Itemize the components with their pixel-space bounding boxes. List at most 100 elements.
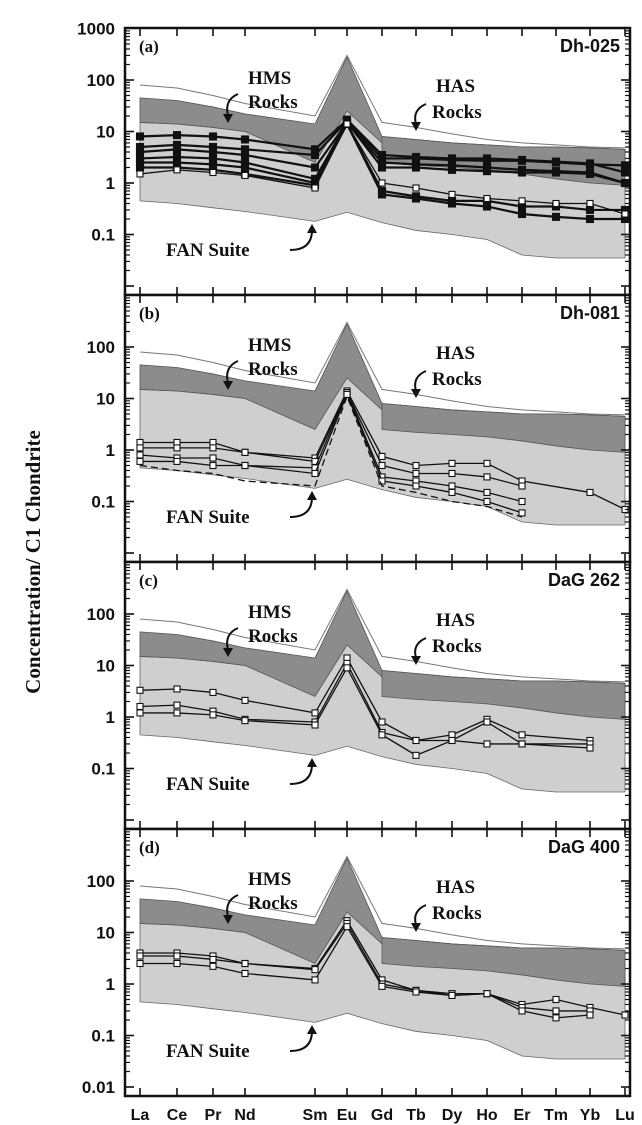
- data-point: [343, 390, 351, 398]
- has-rocks-label: HAS: [436, 76, 475, 97]
- data-point: [412, 482, 420, 490]
- data-point: [448, 991, 456, 999]
- arrowhead-icon: [307, 224, 317, 233]
- data-point: [173, 685, 181, 693]
- hms-rocks-label: Rocks: [248, 626, 298, 647]
- data-point: [448, 469, 456, 478]
- x-tick-label: Sm: [303, 1107, 328, 1124]
- data-point: [311, 966, 319, 974]
- has-rocks-label: Rocks: [432, 369, 482, 390]
- outer-envelope-line: [139, 588, 626, 683]
- x-tick-label: Yb: [580, 1107, 601, 1124]
- data-point: [136, 457, 144, 465]
- data-point: [241, 696, 249, 704]
- sample-name: DaG 262: [548, 570, 620, 590]
- data-point: [378, 461, 386, 470]
- arrow-icon: [289, 1030, 313, 1052]
- data-point: [172, 145, 182, 154]
- x-tick-label: Gd: [371, 1107, 393, 1124]
- data-point: [136, 686, 144, 694]
- arrowhead-icon: [223, 114, 233, 123]
- data-point: [136, 451, 144, 459]
- data-point: [412, 988, 420, 996]
- data-point: [172, 131, 182, 140]
- data-point: [448, 482, 456, 490]
- hms-rocks-label: HMS: [248, 68, 291, 89]
- series-line-5: [139, 394, 523, 518]
- arrowhead-icon: [223, 381, 233, 390]
- y-tick-label: 100: [87, 338, 115, 357]
- data-point: [518, 1007, 526, 1015]
- arrow-icon: [414, 103, 427, 125]
- fan-suite-label: FAN Suite: [166, 240, 250, 261]
- data-point: [620, 161, 629, 170]
- arrowhead-icon: [307, 491, 317, 500]
- chart-panel-b: 100 10 1 0.1 (b) Dh-081 HMS Rocks HAS Rocks FAN Su…: [87, 293, 632, 564]
- data-point: [551, 158, 561, 167]
- panel-label: (d): [139, 838, 160, 857]
- data-point: [209, 962, 217, 970]
- data-point: [447, 165, 457, 174]
- data-point: [209, 461, 217, 470]
- data-point: [412, 461, 420, 470]
- arrowhead-icon: [223, 915, 233, 924]
- arrow-icon: [226, 627, 239, 651]
- plot-area: [136, 588, 626, 793]
- data-point: [241, 171, 249, 180]
- arrow-icon: [414, 904, 427, 926]
- y-tick-label: 100: [87, 605, 115, 624]
- arrowhead-icon: [411, 389, 421, 398]
- data-point: [208, 132, 218, 141]
- data-point: [209, 454, 217, 462]
- data-point: [518, 497, 526, 506]
- outer-envelope-line: [139, 321, 626, 416]
- data-point: [311, 976, 319, 984]
- y-tick-label: 100: [87, 71, 115, 90]
- data-point: [518, 509, 526, 517]
- data-point: [621, 210, 629, 218]
- y-tick-label: 100: [87, 872, 115, 891]
- hms-rocks-label: HMS: [248, 335, 291, 356]
- data-point: [482, 202, 492, 211]
- data-point: [241, 969, 249, 978]
- data-point: [241, 448, 249, 456]
- x-tick-label: La: [131, 1107, 150, 1124]
- chart-panel-c: 100 10 1 0.1 (c) DaG 262 HMS Rocks HAS Rocks FAN S…: [87, 560, 632, 831]
- plot-area: [136, 855, 629, 1060]
- x-tick-label: Pr: [205, 1107, 222, 1124]
- data-point: [518, 197, 526, 205]
- data-point: [136, 444, 144, 452]
- outer-envelope-line: [139, 54, 626, 149]
- data-point: [378, 718, 386, 726]
- data-point: [240, 135, 250, 144]
- y-tick-label: 0.1: [91, 493, 115, 512]
- series-line-6: [140, 121, 625, 221]
- has-rocks-label: Rocks: [432, 636, 482, 657]
- y-tick-label: 0.1: [91, 760, 115, 779]
- chart-panels: 1000 100 10 1 0.1 (a) Dh-025 HMS Rocks HAS Rocks FA…: [77, 20, 635, 1125]
- data-point: [311, 721, 319, 729]
- arrow-icon: [414, 637, 427, 659]
- data-point: [585, 205, 595, 214]
- data-point: [311, 709, 319, 717]
- data-point: [378, 731, 386, 739]
- panel-label: (b): [139, 304, 160, 323]
- data-point: [209, 955, 217, 963]
- data-point: [412, 469, 420, 478]
- data-point: [209, 711, 217, 719]
- has-rocks-label: HAS: [436, 610, 475, 631]
- arrow-icon: [289, 229, 313, 251]
- data-point: [173, 444, 181, 452]
- data-point: [483, 497, 491, 506]
- data-point: [551, 168, 561, 177]
- data-point: [483, 740, 491, 748]
- data-point: [311, 469, 319, 478]
- data-point: [209, 168, 217, 177]
- data-point: [551, 212, 561, 221]
- data-point: [412, 184, 420, 192]
- data-point: [135, 163, 145, 172]
- series-line-4: [139, 120, 626, 185]
- arrowhead-icon: [223, 648, 233, 657]
- data-point: [343, 664, 351, 672]
